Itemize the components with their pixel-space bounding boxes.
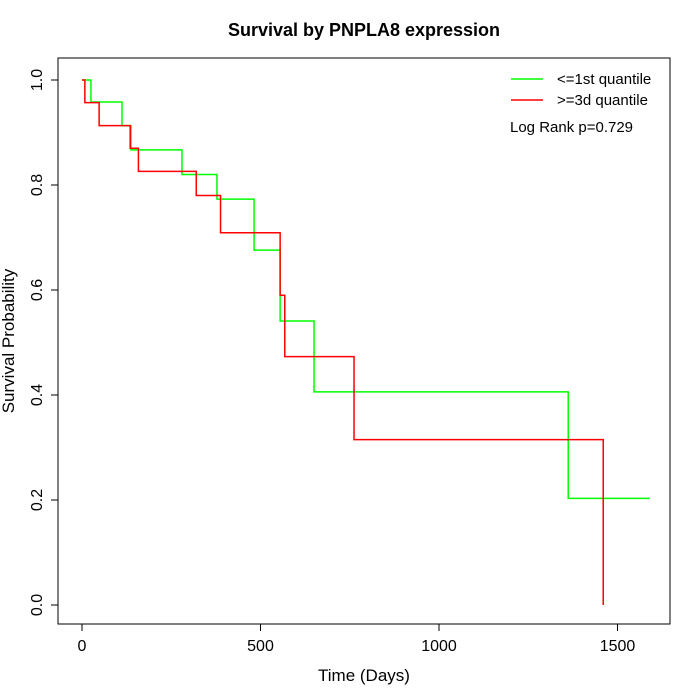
plot-frame (57, 57, 671, 625)
series-line-1 (82, 79, 604, 605)
legend-label-low: <=1st quantile (557, 71, 651, 88)
legend-label-high: >=3d quantile (557, 92, 648, 109)
x-tick-label: 500 (247, 638, 274, 655)
y-tick-label: 0.8 (29, 174, 46, 196)
log-rank-annotation: Log Rank p=0.729 (510, 119, 633, 136)
y-tick-label: 1.0 (29, 69, 46, 91)
series-line-0 (82, 79, 650, 500)
x-tick-label: 1000 (421, 638, 457, 655)
x-tick-label: 0 (78, 638, 87, 655)
series-layer (82, 79, 650, 605)
y-axis: 0.0 0.2 0.4 0.6 0.8 1.0 (29, 69, 59, 616)
x-axis-label: Time (Days) (318, 666, 410, 685)
y-tick-label: 0.4 (29, 384, 46, 406)
y-tick-label: 0.2 (29, 489, 46, 511)
x-axis: 0 500 1000 1500 (78, 623, 636, 655)
x-tick-label: 1500 (600, 638, 636, 655)
chart-title: Survival by PNPLA8 expression (228, 20, 500, 40)
y-tick-label: 0.0 (29, 594, 46, 616)
y-axis-label: Survival Probability (0, 268, 18, 413)
y-tick-label: 0.6 (29, 279, 46, 301)
legend: <=1st quantile >=3d quantile (511, 71, 651, 109)
